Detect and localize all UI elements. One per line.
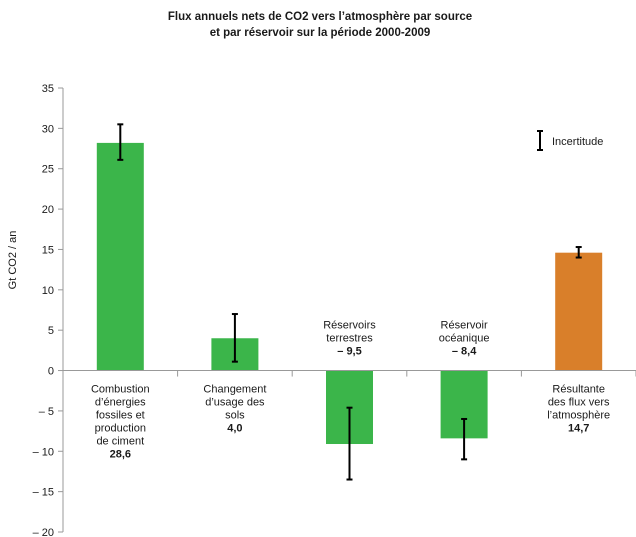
bar — [96, 142, 144, 371]
category-label: Réservoirs — [323, 320, 376, 332]
category-label: Réservoir — [441, 320, 488, 332]
data-label: – 8,4 — [452, 346, 477, 358]
data-label: – 9,5 — [337, 346, 361, 358]
category-label: océanique — [439, 333, 490, 345]
category-label: Changement — [203, 384, 266, 396]
chart-title-line-2: et par réservoir sur la période 2000-200… — [210, 27, 431, 39]
y-tick-label: 10 — [42, 285, 54, 297]
category-label: l’atmosphère — [547, 410, 610, 422]
y-axis-label: Gt CO2 / an — [7, 231, 19, 290]
category-label: d’usage des — [205, 397, 265, 409]
category-label: Combustion — [91, 384, 150, 396]
category-label: d’énergies — [95, 397, 146, 409]
y-tick-label: 5 — [48, 325, 54, 337]
data-label: 14,7 — [568, 423, 589, 435]
legend: Incertitude — [537, 130, 603, 151]
axes-group: 35 30 25 20 15 10 5 0 – 5 – 10 – 15 – 20 — [33, 83, 636, 537]
y-tick-label: – 20 — [33, 527, 54, 537]
y-tick-label: 30 — [42, 123, 54, 135]
category-label: fossiles et — [96, 410, 145, 422]
y-tick-label: 0 — [48, 366, 54, 378]
y-tick-label: – 5 — [39, 406, 54, 418]
y-tick-label: – 10 — [33, 446, 54, 458]
y-tick-label: 20 — [42, 204, 54, 216]
legend-label: Incertitude — [552, 136, 603, 148]
category-label: des flux vers — [548, 397, 610, 409]
category-label: de ciment — [96, 436, 144, 448]
category-label: Résultante — [552, 384, 605, 396]
chart-title-line-1: Flux annuels nets de CO2 vers l’atmosphè… — [168, 11, 472, 23]
bar — [555, 252, 603, 371]
y-tick-label: – 15 — [33, 487, 54, 499]
y-tick-label: 35 — [42, 83, 54, 95]
category-label: production — [95, 423, 146, 435]
y-tick-label: 15 — [42, 244, 54, 256]
y-tick-label: 25 — [42, 164, 54, 176]
data-label: 4,0 — [227, 423, 242, 435]
category-label: sols — [225, 410, 245, 422]
data-label: 28,6 — [110, 449, 131, 461]
category-label: terrestres — [326, 333, 373, 345]
